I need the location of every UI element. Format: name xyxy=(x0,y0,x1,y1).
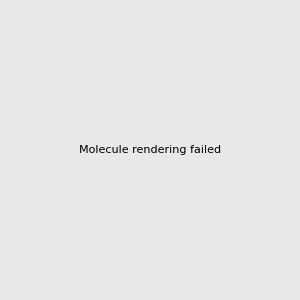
Text: Molecule rendering failed: Molecule rendering failed xyxy=(79,145,221,155)
